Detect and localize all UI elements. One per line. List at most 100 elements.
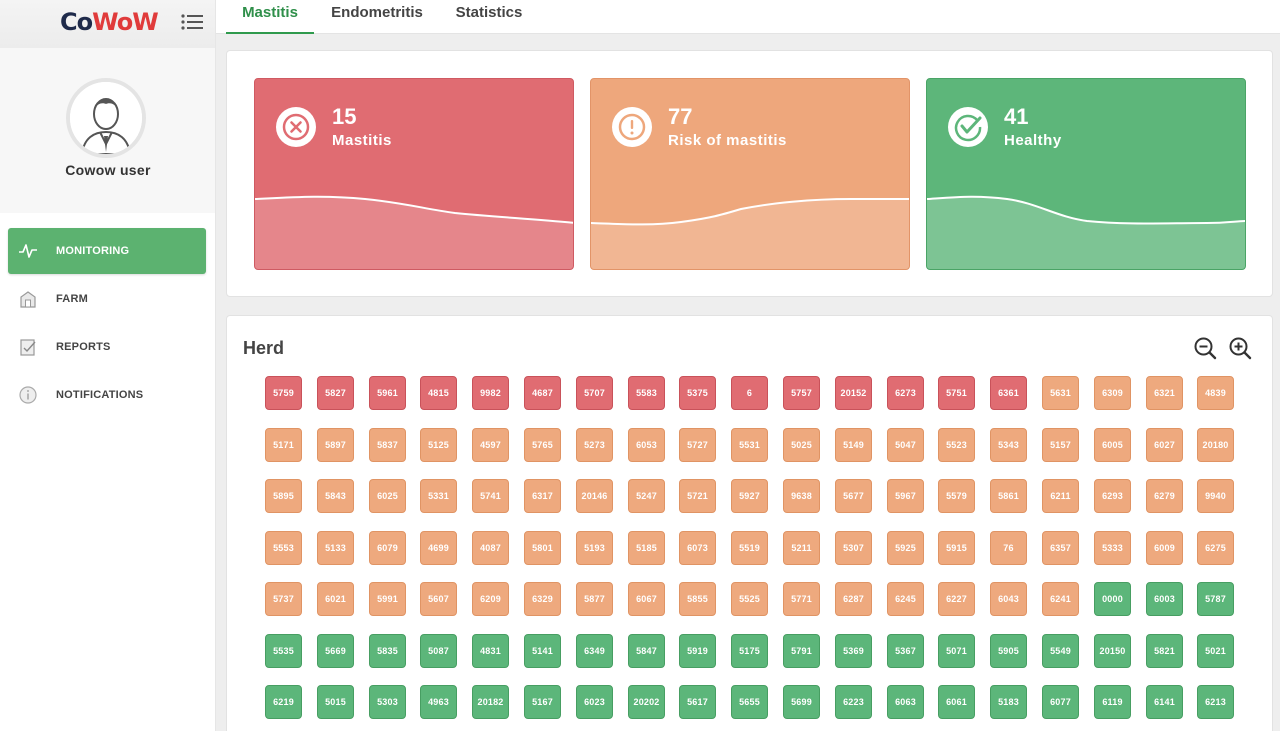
cow-tile-mastitis[interactable]: 6 (731, 376, 768, 410)
cow-tile-healthy[interactable]: 5369 (835, 634, 872, 668)
cow-tile-risk[interactable]: 5765 (524, 428, 561, 462)
cow-tile-healthy[interactable]: 5821 (1146, 634, 1183, 668)
cow-tile-risk[interactable]: 6211 (1042, 479, 1079, 513)
cow-tile-mastitis[interactable]: 5961 (369, 376, 406, 410)
cow-tile-healthy[interactable]: 4831 (472, 634, 509, 668)
cow-tile-healthy[interactable]: 5835 (369, 634, 406, 668)
cow-tile-risk[interactable]: 5877 (576, 582, 613, 616)
cow-tile-healthy[interactable]: 5669 (317, 634, 354, 668)
tab-mastitis[interactable]: Mastitis (226, 0, 314, 34)
cow-tile-risk[interactable]: 6067 (628, 582, 665, 616)
cow-tile-risk[interactable]: 6279 (1146, 479, 1183, 513)
cow-tile-healthy[interactable]: 6003 (1146, 582, 1183, 616)
cow-tile-healthy[interactable]: 5549 (1042, 634, 1079, 668)
cow-tile-risk[interactable]: 6357 (1042, 531, 1079, 565)
risk-card[interactable]: 77 Risk of mastitis (590, 78, 910, 270)
cow-tile-mastitis[interactable]: 5707 (576, 376, 613, 410)
cow-tile-healthy[interactable]: 5847 (628, 634, 665, 668)
cow-tile-risk[interactable]: 6021 (317, 582, 354, 616)
cow-tile-risk[interactable]: 5523 (938, 428, 975, 462)
cow-tile-healthy[interactable]: 6223 (835, 685, 872, 719)
cow-tile-risk[interactable]: 5331 (420, 479, 457, 513)
cow-tile-healthy[interactable]: 5919 (679, 634, 716, 668)
cow-tile-mastitis[interactable]: 5757 (783, 376, 820, 410)
cow-tile-mastitis[interactable]: 6273 (887, 376, 924, 410)
cow-tile-healthy[interactable]: 6349 (576, 634, 613, 668)
cow-tile-risk[interactable]: 6073 (679, 531, 716, 565)
cow-tile-risk[interactable]: 6053 (628, 428, 665, 462)
cow-tile-risk[interactable]: 6321 (1146, 376, 1183, 410)
cow-tile-healthy[interactable]: 6213 (1197, 685, 1234, 719)
cow-tile-healthy[interactable]: 5175 (731, 634, 768, 668)
cow-tile-mastitis[interactable]: 5751 (938, 376, 975, 410)
cow-tile-risk[interactable]: 5677 (835, 479, 872, 513)
cow-tile-healthy[interactable]: 6023 (576, 685, 613, 719)
cow-tile-risk[interactable]: 5133 (317, 531, 354, 565)
cow-tile-risk[interactable]: 5927 (731, 479, 768, 513)
cow-tile-risk[interactable]: 9940 (1197, 479, 1234, 513)
cow-tile-risk[interactable]: 6245 (887, 582, 924, 616)
cow-tile-risk[interactable]: 5333 (1094, 531, 1131, 565)
zoom-out-icon[interactable] (1193, 336, 1217, 360)
cow-tile-risk[interactable]: 20180 (1197, 428, 1234, 462)
cow-tile-mastitis[interactable]: 5583 (628, 376, 665, 410)
cow-tile-risk[interactable]: 6227 (938, 582, 975, 616)
cow-tile-risk[interactable]: 4839 (1197, 376, 1234, 410)
cow-tile-risk[interactable]: 5741 (472, 479, 509, 513)
cow-tile-risk[interactable]: 6025 (369, 479, 406, 513)
cow-tile-healthy[interactable]: 5021 (1197, 634, 1234, 668)
cow-tile-healthy[interactable]: 5905 (990, 634, 1027, 668)
cow-tile-mastitis[interactable]: 6361 (990, 376, 1027, 410)
cow-tile-risk[interactable]: 6293 (1094, 479, 1131, 513)
cow-tile-risk[interactable]: 5801 (524, 531, 561, 565)
cow-tile-risk[interactable]: 5193 (576, 531, 613, 565)
cow-tile-healthy[interactable]: 5787 (1197, 582, 1234, 616)
cow-tile-risk[interactable]: 5855 (679, 582, 716, 616)
cow-tile-risk[interactable]: 5737 (265, 582, 302, 616)
cow-tile-healthy[interactable]: 0000 (1094, 582, 1131, 616)
cow-tile-risk[interactable]: 6287 (835, 582, 872, 616)
cow-tile-risk[interactable]: 5607 (420, 582, 457, 616)
cow-tile-risk[interactable]: 6009 (1146, 531, 1183, 565)
mastitis-card[interactable]: 15 Mastitis (254, 78, 574, 270)
cow-tile-risk[interactable]: 5307 (835, 531, 872, 565)
cow-tile-healthy[interactable]: 5015 (317, 685, 354, 719)
cow-tile-mastitis[interactable]: 4687 (524, 376, 561, 410)
cow-tile-risk[interactable]: 5721 (679, 479, 716, 513)
cow-tile-healthy[interactable]: 6063 (887, 685, 924, 719)
cow-tile-risk[interactable]: 4597 (472, 428, 509, 462)
cow-tile-risk[interactable]: 5273 (576, 428, 613, 462)
healthy-card[interactable]: 41 Healthy (926, 78, 1246, 270)
cow-tile-healthy[interactable]: 5655 (731, 685, 768, 719)
cow-tile-risk[interactable]: 6275 (1197, 531, 1234, 565)
cow-tile-risk[interactable]: 6043 (990, 582, 1027, 616)
cow-tile-healthy[interactable]: 5167 (524, 685, 561, 719)
cow-tile-healthy[interactable]: 20182 (472, 685, 509, 719)
cow-tile-risk[interactable]: 6317 (524, 479, 561, 513)
cow-tile-mastitis[interactable]: 9982 (472, 376, 509, 410)
cow-tile-healthy[interactable]: 5087 (420, 634, 457, 668)
cow-tile-risk[interactable]: 76 (990, 531, 1027, 565)
cow-tile-risk[interactable]: 5247 (628, 479, 665, 513)
cow-tile-risk[interactable]: 5525 (731, 582, 768, 616)
cow-tile-risk[interactable]: 5047 (887, 428, 924, 462)
cow-tile-healthy[interactable]: 4963 (420, 685, 457, 719)
cow-tile-risk[interactable]: 5343 (990, 428, 1027, 462)
tab-endometritis[interactable]: Endometritis (331, 4, 423, 21)
cow-tile-healthy[interactable]: 6141 (1146, 685, 1183, 719)
cow-tile-risk[interactable]: 5157 (1042, 428, 1079, 462)
cow-tile-risk[interactable]: 9638 (783, 479, 820, 513)
cow-tile-risk[interactable]: 5631 (1042, 376, 1079, 410)
cow-tile-risk[interactable]: 5727 (679, 428, 716, 462)
cow-tile-risk[interactable]: 6027 (1146, 428, 1183, 462)
cow-tile-risk[interactable]: 5967 (887, 479, 924, 513)
sidebar-item-reports[interactable]: REPORTS (8, 324, 206, 370)
cow-tile-mastitis[interactable]: 4815 (420, 376, 457, 410)
cow-tile-healthy[interactable]: 5303 (369, 685, 406, 719)
cow-tile-risk[interactable]: 20146 (576, 479, 613, 513)
user-avatar-icon[interactable] (66, 78, 146, 158)
cow-tile-risk[interactable]: 5553 (265, 531, 302, 565)
cow-tile-risk[interactable]: 6079 (369, 531, 406, 565)
cow-tile-healthy[interactable]: 5367 (887, 634, 924, 668)
cow-tile-mastitis[interactable]: 20152 (835, 376, 872, 410)
